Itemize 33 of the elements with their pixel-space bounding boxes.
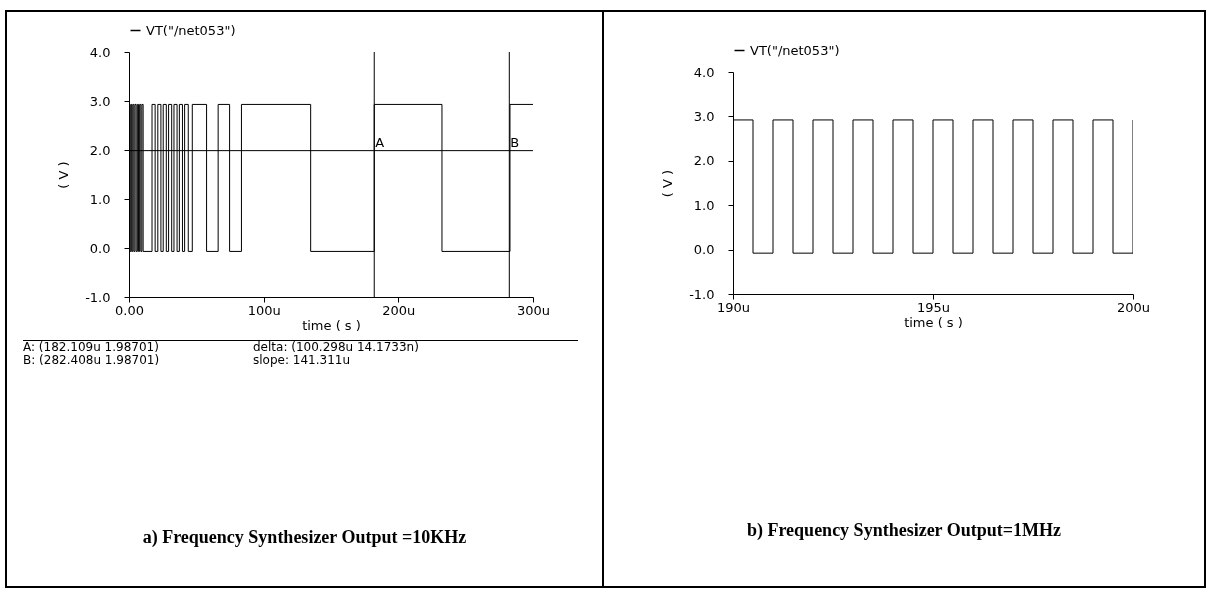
- y-tick-label: -1.0: [689, 286, 715, 302]
- text: slope: 141.311u: [253, 353, 351, 367]
- y-tick-label: 3.0: [693, 108, 715, 124]
- text: a) Frequency Synthesizer Output =10KHz: [141, 527, 468, 548]
- x-tick-label: 300u: [516, 302, 551, 318]
- ref-line-label: A: [375, 134, 385, 150]
- y-tick-label: -1.0: [85, 289, 111, 305]
- x-axis-title: time ( s ): [904, 314, 963, 330]
- ref-line-label: B: [510, 134, 520, 150]
- x-tick-label: 100u: [247, 302, 281, 318]
- y-tick-label: 2.0: [693, 153, 715, 169]
- y-tick-label: 1.0: [89, 191, 111, 207]
- y-tick-label: 2.0: [89, 142, 111, 158]
- y-tick-label: 1.0: [693, 197, 715, 213]
- x-tick-label: 190u: [716, 299, 751, 315]
- y-axis-title: ( V ): [660, 169, 676, 198]
- y-tick-label: 0.0: [89, 240, 111, 256]
- x-tick-label: 200u: [1116, 299, 1151, 315]
- text: A: (182.109u 1.98701): [23, 340, 160, 354]
- legend-label: VT("/net053"): [146, 22, 236, 38]
- x-tick-label: 0.00: [115, 302, 144, 318]
- x-tick-label: 195u: [916, 299, 951, 315]
- legend-label: VT("/net053"): [750, 42, 840, 58]
- x-axis-title: time ( s ): [302, 317, 361, 333]
- y-tick-label: 4.0: [89, 44, 111, 60]
- text: B: (282.408u 1.98701): [23, 353, 161, 367]
- y-tick-label: 0.0: [693, 242, 715, 258]
- y-tick-label: 3.0: [89, 93, 111, 109]
- text: delta: (100.298u 14.1733n): [253, 340, 420, 354]
- text: b) Frequency Synthesizer Output=1MHz: [745, 520, 1063, 541]
- y-tick-label: 4.0: [693, 64, 715, 80]
- y-axis-title: ( V ): [56, 161, 72, 189]
- x-tick-label: 200u: [382, 302, 416, 318]
